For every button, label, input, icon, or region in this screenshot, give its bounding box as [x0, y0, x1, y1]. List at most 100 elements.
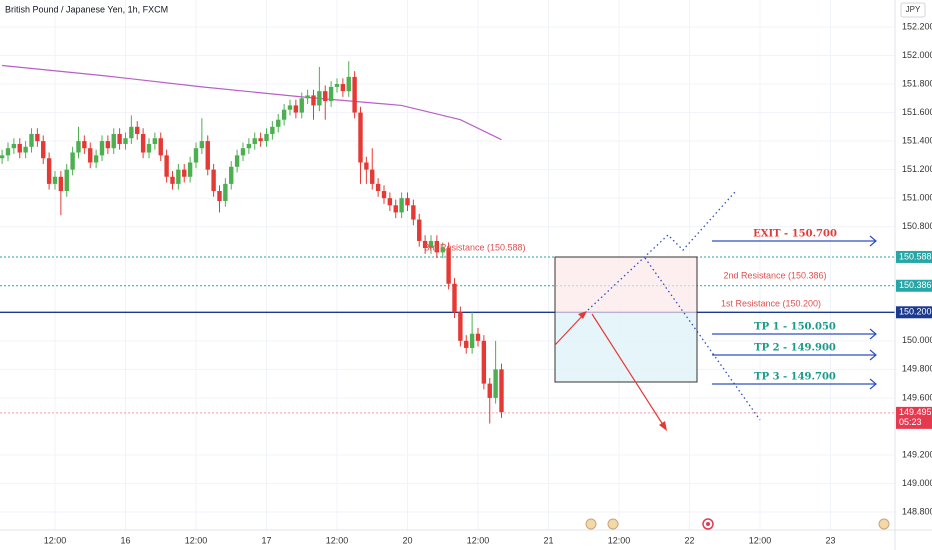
candle-body — [428, 240, 434, 249]
event-icons — [585, 518, 890, 530]
candle-body — [440, 248, 445, 253]
resistance-label: 3rd Resistance (150.588) — [424, 242, 525, 252]
exit-label: EXIT - 150.700 — [753, 229, 837, 240]
currency: JPY — [906, 5, 921, 14]
candle-body — [387, 198, 393, 206]
y-tick-label: 151.800 — [902, 78, 932, 88]
candle-body — [346, 76, 351, 92]
x-tick-label: 12:00 — [326, 535, 349, 545]
candle-body — [458, 312, 463, 341]
candle-body — [199, 141, 205, 149]
candle-body — [305, 95, 310, 99]
level-tag — [896, 250, 932, 263]
resistance-label: 1st Resistance (150.200) — [721, 298, 821, 308]
candle-body — [323, 91, 328, 102]
x-tick-label: 12:00 — [467, 535, 490, 545]
tp-label: TP 1 - 150.050 — [754, 322, 836, 333]
countdown: 05:23 — [899, 417, 922, 427]
x-tick-label: 23 — [825, 535, 835, 545]
level-tag — [896, 279, 932, 292]
candle-body — [311, 95, 316, 106]
candle-body — [411, 205, 416, 220]
level-tag-label: 150.588 — [899, 251, 932, 261]
arrow-head — [578, 311, 587, 319]
candle-body — [193, 148, 199, 163]
candle-body — [299, 98, 304, 113]
candle-body — [23, 146, 28, 153]
blue-path-up — [587, 191, 736, 311]
currency-box — [900, 2, 926, 18]
candle-body — [405, 198, 410, 206]
candle-body — [234, 155, 240, 167]
candle-body — [111, 133, 116, 149]
candle-body — [469, 333, 475, 348]
candle-body — [452, 283, 457, 313]
candle-body — [117, 133, 122, 144]
candle-body — [481, 340, 487, 384]
candle-body — [5, 148, 11, 156]
candle-body — [17, 143, 22, 153]
zone-frame — [554, 256, 698, 383]
candle-body — [223, 183, 228, 202]
y-tick-label: 149.000 — [902, 478, 932, 488]
level-tag-label: 150.386 — [899, 280, 932, 290]
candle-body — [41, 141, 46, 159]
candle-body — [422, 240, 428, 249]
candle-body — [364, 162, 369, 170]
chart-title: British Pound / Japanese Yen, 1h, FXCM — [5, 4, 168, 14]
candle-body — [164, 155, 169, 177]
x-tick-label: 12:00 — [185, 535, 208, 545]
candle-body — [417, 219, 422, 241]
candle-body — [240, 148, 246, 156]
target-arrows — [712, 235, 877, 390]
y-tick-label: 149.600 — [902, 392, 932, 402]
candle-body — [328, 86, 334, 102]
candle-body — [493, 369, 498, 398]
candle-body — [399, 198, 404, 213]
candle-body — [35, 133, 40, 142]
candle-body — [358, 112, 363, 163]
level-tag-label: 149.495 — [899, 407, 932, 417]
candle-body — [446, 248, 451, 284]
candle-body — [176, 169, 181, 184]
x-tick-label: 12:00 — [749, 535, 772, 545]
level-tag-label: 150.200 — [899, 307, 932, 317]
candle-body — [334, 84, 340, 87]
candle-body — [88, 148, 93, 163]
x-tick-label: 22 — [684, 535, 694, 545]
candle-body — [135, 126, 140, 134]
y-tick-label: 152.200 — [902, 21, 932, 31]
candle-body — [464, 340, 469, 348]
candle-body — [52, 176, 58, 184]
arrow-head — [659, 421, 667, 431]
x-tick-label: 17 — [261, 535, 271, 545]
candle-body — [352, 76, 357, 113]
candle-body — [375, 183, 381, 192]
candle-body — [258, 138, 263, 142]
candle-body — [64, 169, 69, 192]
x-tick-label: 12:00 — [608, 535, 631, 545]
x-tick-label: 21 — [543, 535, 553, 545]
red-arrow-down — [591, 313, 666, 429]
y-tick-label: 151.200 — [902, 164, 932, 174]
candle-body — [123, 138, 128, 144]
candle-body — [229, 166, 234, 184]
candle-body — [170, 176, 175, 184]
target-zone — [555, 313, 697, 382]
candle-body — [46, 158, 52, 184]
candle-body — [129, 126, 134, 139]
candle-body — [381, 191, 387, 199]
y-tick-label: 151.400 — [902, 135, 932, 145]
candle-body — [246, 143, 252, 149]
y-tick-label: 149.200 — [902, 449, 932, 459]
candle-body — [93, 155, 99, 163]
candle-body — [82, 141, 87, 149]
candle-body — [487, 383, 492, 398]
candle-body — [270, 126, 275, 134]
candle-body — [76, 141, 81, 153]
candle-body — [58, 176, 64, 192]
candle-body — [182, 169, 187, 177]
plot — [0, 0, 895, 530]
y-tick-label: 149.800 — [902, 364, 932, 374]
